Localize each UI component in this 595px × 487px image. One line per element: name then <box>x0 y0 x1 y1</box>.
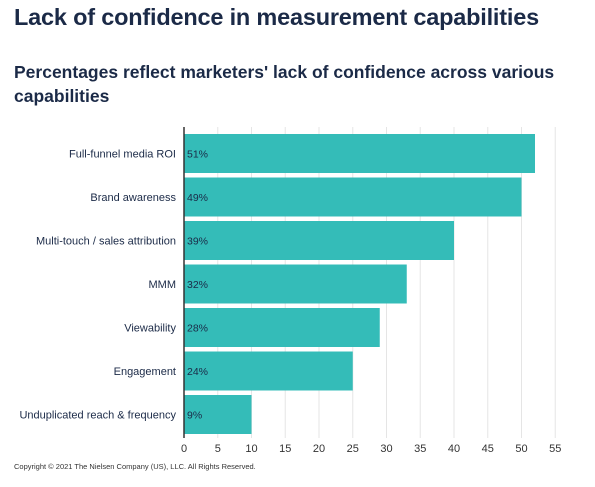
x-tick-label: 20 <box>313 443 325 455</box>
x-tick-label: 55 <box>549 443 561 455</box>
data-label: 32% <box>187 279 208 291</box>
data-label: 51% <box>187 149 208 161</box>
x-tick-label: 40 <box>448 443 460 455</box>
category-labels: Full-funnel media ROI Brand awareness Mult… <box>19 149 176 422</box>
x-tick-label: 5 <box>215 443 221 455</box>
category-label: Full-funnel media ROI <box>69 149 176 161</box>
x-tick-label: 45 <box>482 443 494 455</box>
category-label: Engagement <box>114 366 176 378</box>
x-tick-label: 0 <box>181 443 187 455</box>
bar <box>184 351 353 391</box>
bar <box>184 308 380 347</box>
data-labels: 51% 49% 39% 32% 28% 24% 9% <box>187 149 208 422</box>
category-label: Multi-touch / sales attribution <box>36 236 176 248</box>
bar <box>184 134 535 173</box>
bar <box>184 264 407 304</box>
category-label: Brand awareness <box>90 192 176 204</box>
category-label: Viewability <box>124 323 176 335</box>
x-tick-label: 50 <box>515 443 527 455</box>
x-tick-label: 35 <box>414 443 426 455</box>
bar <box>184 177 522 217</box>
x-axis-ticks: 0 5 10 15 20 25 30 35 40 45 50 55 <box>181 443 561 455</box>
bars <box>184 134 535 434</box>
bar <box>184 395 252 434</box>
x-tick-label: 25 <box>347 443 359 455</box>
data-label: 24% <box>187 366 208 378</box>
x-tick-label: 10 <box>245 443 257 455</box>
data-label: 9% <box>187 410 202 422</box>
chart-subtitle: Percentages reflect marketers' lack of c… <box>14 62 555 106</box>
data-label: 39% <box>187 236 208 248</box>
bar <box>184 221 454 260</box>
data-label: 28% <box>187 323 208 335</box>
category-label: MMM <box>149 279 177 291</box>
data-label: 49% <box>187 192 208 204</box>
chart-title: Lack of confidence in measurement capabi… <box>14 4 539 30</box>
copyright-footer: Copyright © 2021 The Nielsen Company (US… <box>14 462 256 471</box>
category-label: Unduplicated reach & frequency <box>19 410 176 422</box>
x-tick-label: 30 <box>380 443 392 455</box>
x-tick-label: 15 <box>279 443 291 455</box>
